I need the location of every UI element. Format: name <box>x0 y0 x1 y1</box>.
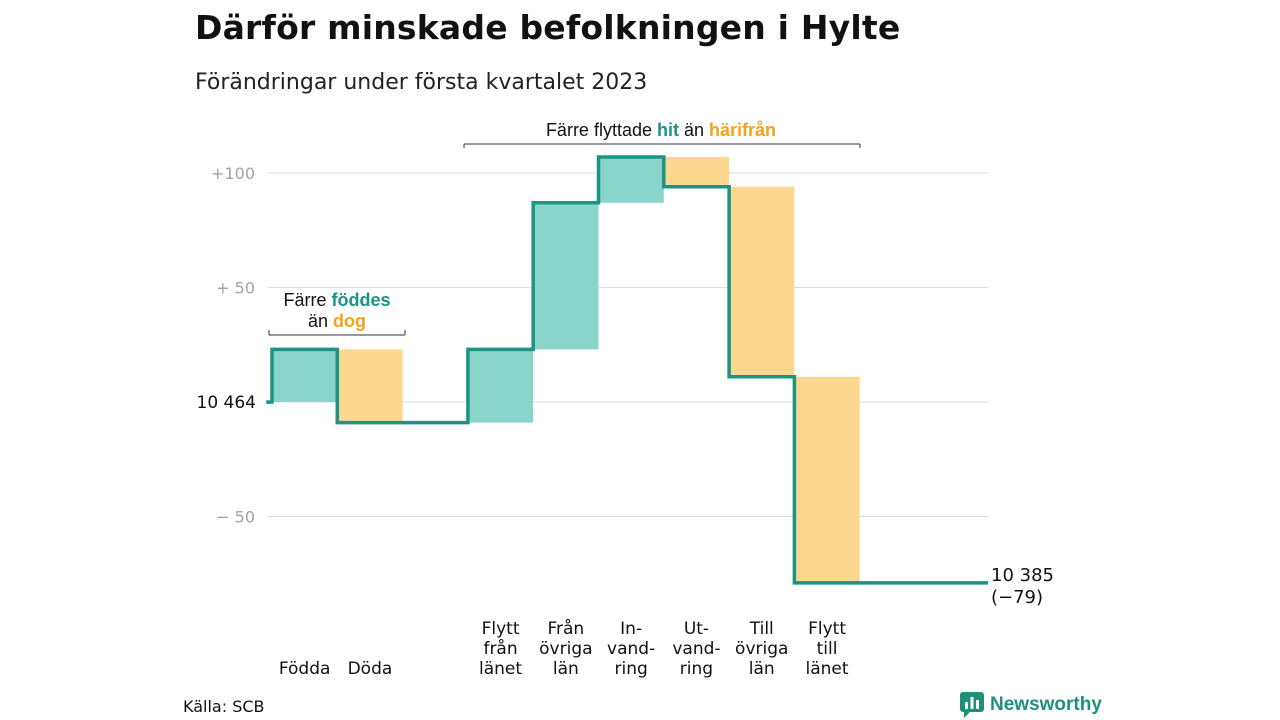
x-category-label: vand- <box>607 639 655 659</box>
x-category-label: län <box>749 659 775 679</box>
x-category-label: till <box>817 639 838 659</box>
cumulative-step-line <box>266 155 988 585</box>
end-value-label: 10 385 <box>991 565 1054 586</box>
x-category-label: länet <box>806 659 849 679</box>
y-tick-label: + 50 <box>216 279 255 298</box>
bar-till <box>729 186 795 377</box>
bar-döda <box>337 349 403 423</box>
chart-title: Därför minskade befolkningen i Hylte <box>195 8 901 47</box>
x-category-label: övriga <box>539 639 592 659</box>
x-category-label: Från <box>547 618 584 639</box>
x-category-label: ring <box>615 659 648 679</box>
chart-subtitle: Förändringar under första kvartalet 2023 <box>195 70 648 95</box>
bar-ut <box>663 156 730 187</box>
x-category-label: län <box>553 659 579 679</box>
x-category-label: Flytt <box>482 619 520 639</box>
y-tick-label: − 50 <box>216 508 255 527</box>
bar-från <box>533 202 599 350</box>
annotation-births-line1: Färre föddes <box>283 290 390 310</box>
x-category-label: övriga <box>735 639 788 659</box>
annotation-births-line2: än dog <box>308 311 366 331</box>
annotation-migration: Färre flyttade hit än härifrån <box>546 120 776 140</box>
x-category-label: från <box>483 638 517 659</box>
bar-flytt <box>794 376 860 583</box>
end-change-label: (−79) <box>991 587 1043 608</box>
x-category-label: Döda <box>348 659 393 679</box>
bar-flytt <box>467 349 534 423</box>
bar-in <box>598 156 664 203</box>
x-category-label: Födda <box>279 659 331 679</box>
x-category-label: ring <box>680 659 713 679</box>
newsworthy-logo: Newsworthy <box>960 692 1102 718</box>
x-category-label: Flytt <box>808 619 846 639</box>
chart-bars-icon <box>960 692 984 718</box>
x-category-label: vand- <box>672 639 720 659</box>
start-value-label: 10 464 <box>197 393 256 413</box>
x-category-label: länet <box>479 659 522 679</box>
x-category-label: Ut- <box>684 619 709 639</box>
x-category-label: In- <box>620 619 642 639</box>
bar-födda <box>272 349 338 402</box>
logo-text: Newsworthy <box>990 694 1102 715</box>
source-note: Källa: SCB <box>183 697 265 716</box>
x-category-label: Till <box>749 619 774 639</box>
y-tick-label: +100 <box>211 164 255 183</box>
